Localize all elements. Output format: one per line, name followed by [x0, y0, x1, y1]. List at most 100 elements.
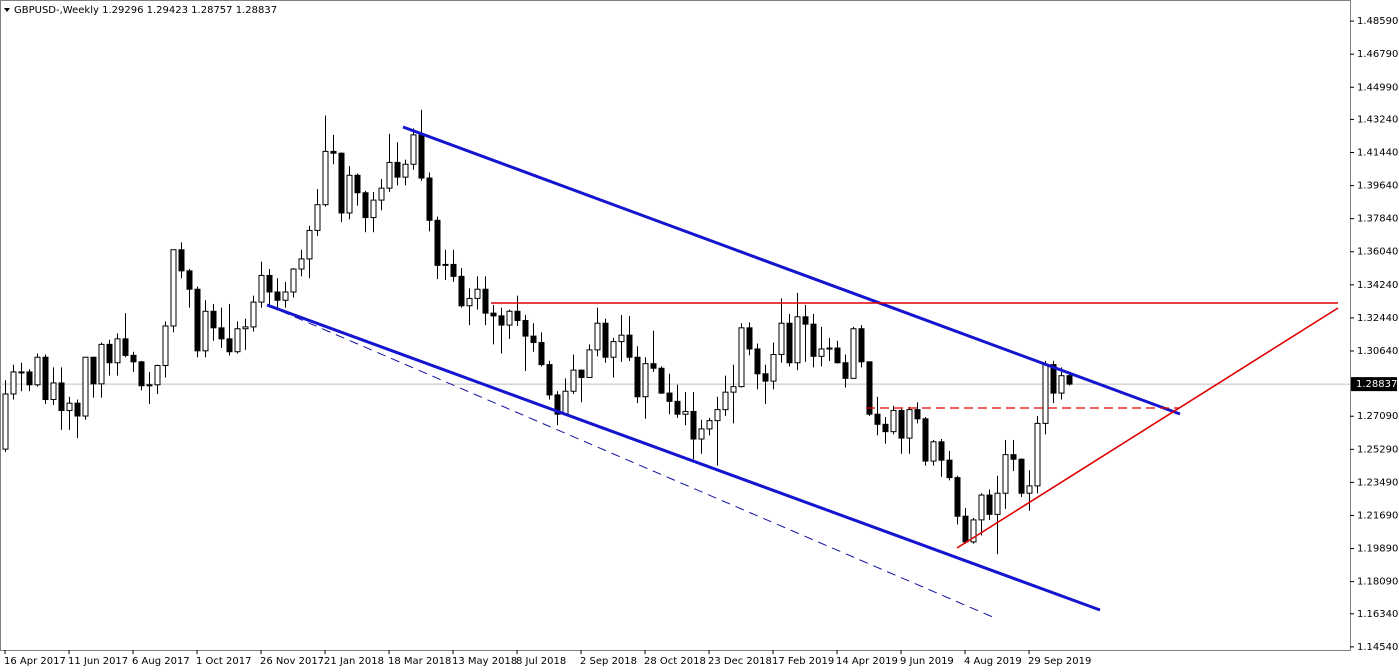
y-tick-label: 1.16340: [1357, 609, 1398, 620]
ohlc-open: 1.29296: [102, 5, 143, 16]
candle-body: [658, 367, 665, 394]
candle-body: [490, 312, 497, 317]
x-tick-label: 14 Apr 2019: [836, 656, 898, 667]
y-tick-label: 1.25290: [1357, 444, 1398, 455]
candle-body: [362, 192, 369, 219]
candle-body: [682, 410, 689, 415]
candle-body: [650, 363, 657, 369]
candle-body: [122, 338, 129, 356]
candle-body: [586, 349, 593, 378]
y-tick-label: 1.48590: [1357, 16, 1398, 27]
candle-body: [2, 393, 9, 450]
candle-body: [386, 161, 393, 189]
y-tick-label: 1.36040: [1357, 247, 1398, 258]
candle-body: [458, 275, 465, 307]
candle-body: [234, 328, 241, 353]
x-tick-label: 2 Sep 2018: [580, 656, 637, 667]
candle-body: [450, 263, 457, 277]
candle-body: [426, 177, 433, 221]
support-trendline: [956, 307, 1339, 549]
candle-body: [674, 400, 681, 415]
y-tick-label: 1.46790: [1357, 49, 1398, 60]
candle-body: [698, 428, 705, 440]
candle-body: [770, 353, 777, 382]
candle-body: [482, 288, 489, 314]
x-tick-label: 26 Nov 2017: [260, 656, 324, 667]
candle-body: [178, 249, 185, 272]
candle-body: [50, 382, 57, 401]
candle-body: [130, 354, 137, 363]
x-tick-label: 16 Apr 2017: [4, 656, 66, 667]
candle-body: [282, 291, 289, 301]
y-tick-label: 1.23490: [1357, 477, 1398, 488]
candle-body: [274, 291, 281, 301]
x-tick-label: 8 Jul 2018: [516, 656, 566, 667]
candle-body: [890, 410, 897, 433]
ohlc-high: 1.29423: [147, 5, 188, 16]
candle-body: [98, 343, 105, 385]
chart-title: GBPUSD-,Weekly: [14, 5, 99, 16]
chart-header: GBPUSD-,Weekly 1.29296 1.29423 1.28757 1…: [14, 5, 277, 16]
candle-body: [938, 441, 945, 461]
candle-body: [10, 371, 17, 395]
candle-body: [626, 334, 633, 358]
x-tick-label: 6 Aug 2017: [132, 656, 190, 667]
candle-body: [66, 402, 73, 412]
candle-body: [474, 288, 481, 299]
candle-body: [410, 134, 417, 165]
y-tick-label: 1.21690: [1357, 510, 1398, 521]
x-tick-label: 23 Dec 2018: [708, 656, 772, 667]
candle-body: [314, 204, 321, 231]
candle-body: [346, 174, 353, 214]
candle-body: [154, 365, 161, 386]
candle-body: [578, 369, 585, 378]
candle-body: [538, 342, 545, 366]
x-tick-label: 18 Mar 2018: [388, 656, 451, 667]
candle-body: [746, 327, 753, 350]
candle-body: [338, 152, 345, 214]
candle-body: [378, 187, 385, 201]
candle-body: [194, 288, 201, 352]
candle-body: [962, 515, 969, 543]
channel-lower: [266, 303, 1101, 612]
y-tick-label: 1.44990: [1357, 82, 1398, 93]
candle-body: [218, 327, 225, 340]
candle-body: [266, 274, 273, 293]
candle-body: [690, 410, 697, 440]
ohlc-close: 1.28837: [236, 5, 277, 16]
candle-body: [634, 356, 641, 398]
candle-body: [58, 382, 65, 412]
y-tick-label: 1.19890: [1357, 544, 1398, 555]
channel-upper: [402, 125, 1181, 416]
candle-body: [986, 494, 993, 515]
candle-body: [530, 335, 537, 344]
candle-body: [978, 494, 985, 521]
candle-body: [810, 323, 817, 357]
candle-body: [1050, 364, 1057, 394]
candle-body: [706, 420, 713, 430]
candle-body: [842, 362, 849, 379]
candle-body: [1018, 458, 1025, 494]
x-tick-label: 29 Sep 2019: [1028, 656, 1091, 667]
candles: [2, 109, 1073, 555]
x-tick-label: 1 Oct 2017: [196, 656, 251, 667]
candle-body: [818, 348, 825, 357]
y-tick-label: 1.39640: [1357, 181, 1398, 192]
y-tick-label: 1.30640: [1357, 346, 1398, 357]
candle-body: [42, 356, 49, 401]
candle-body: [618, 334, 625, 343]
x-tick-label: 17 Feb 2019: [772, 656, 834, 667]
last-price-label: 1.28837: [1356, 379, 1397, 390]
candle-body: [442, 263, 449, 266]
candle-body: [786, 322, 793, 364]
menu-arrow[interactable]: [4, 8, 10, 12]
candle-body: [898, 410, 905, 439]
candle-body: [722, 391, 729, 411]
candle-body: [202, 310, 209, 352]
x-tick-label: 4 Aug 2019: [964, 656, 1022, 667]
candle-body: [666, 392, 673, 402]
last-price-box: [1351, 377, 1397, 392]
candle-body: [1042, 364, 1049, 424]
